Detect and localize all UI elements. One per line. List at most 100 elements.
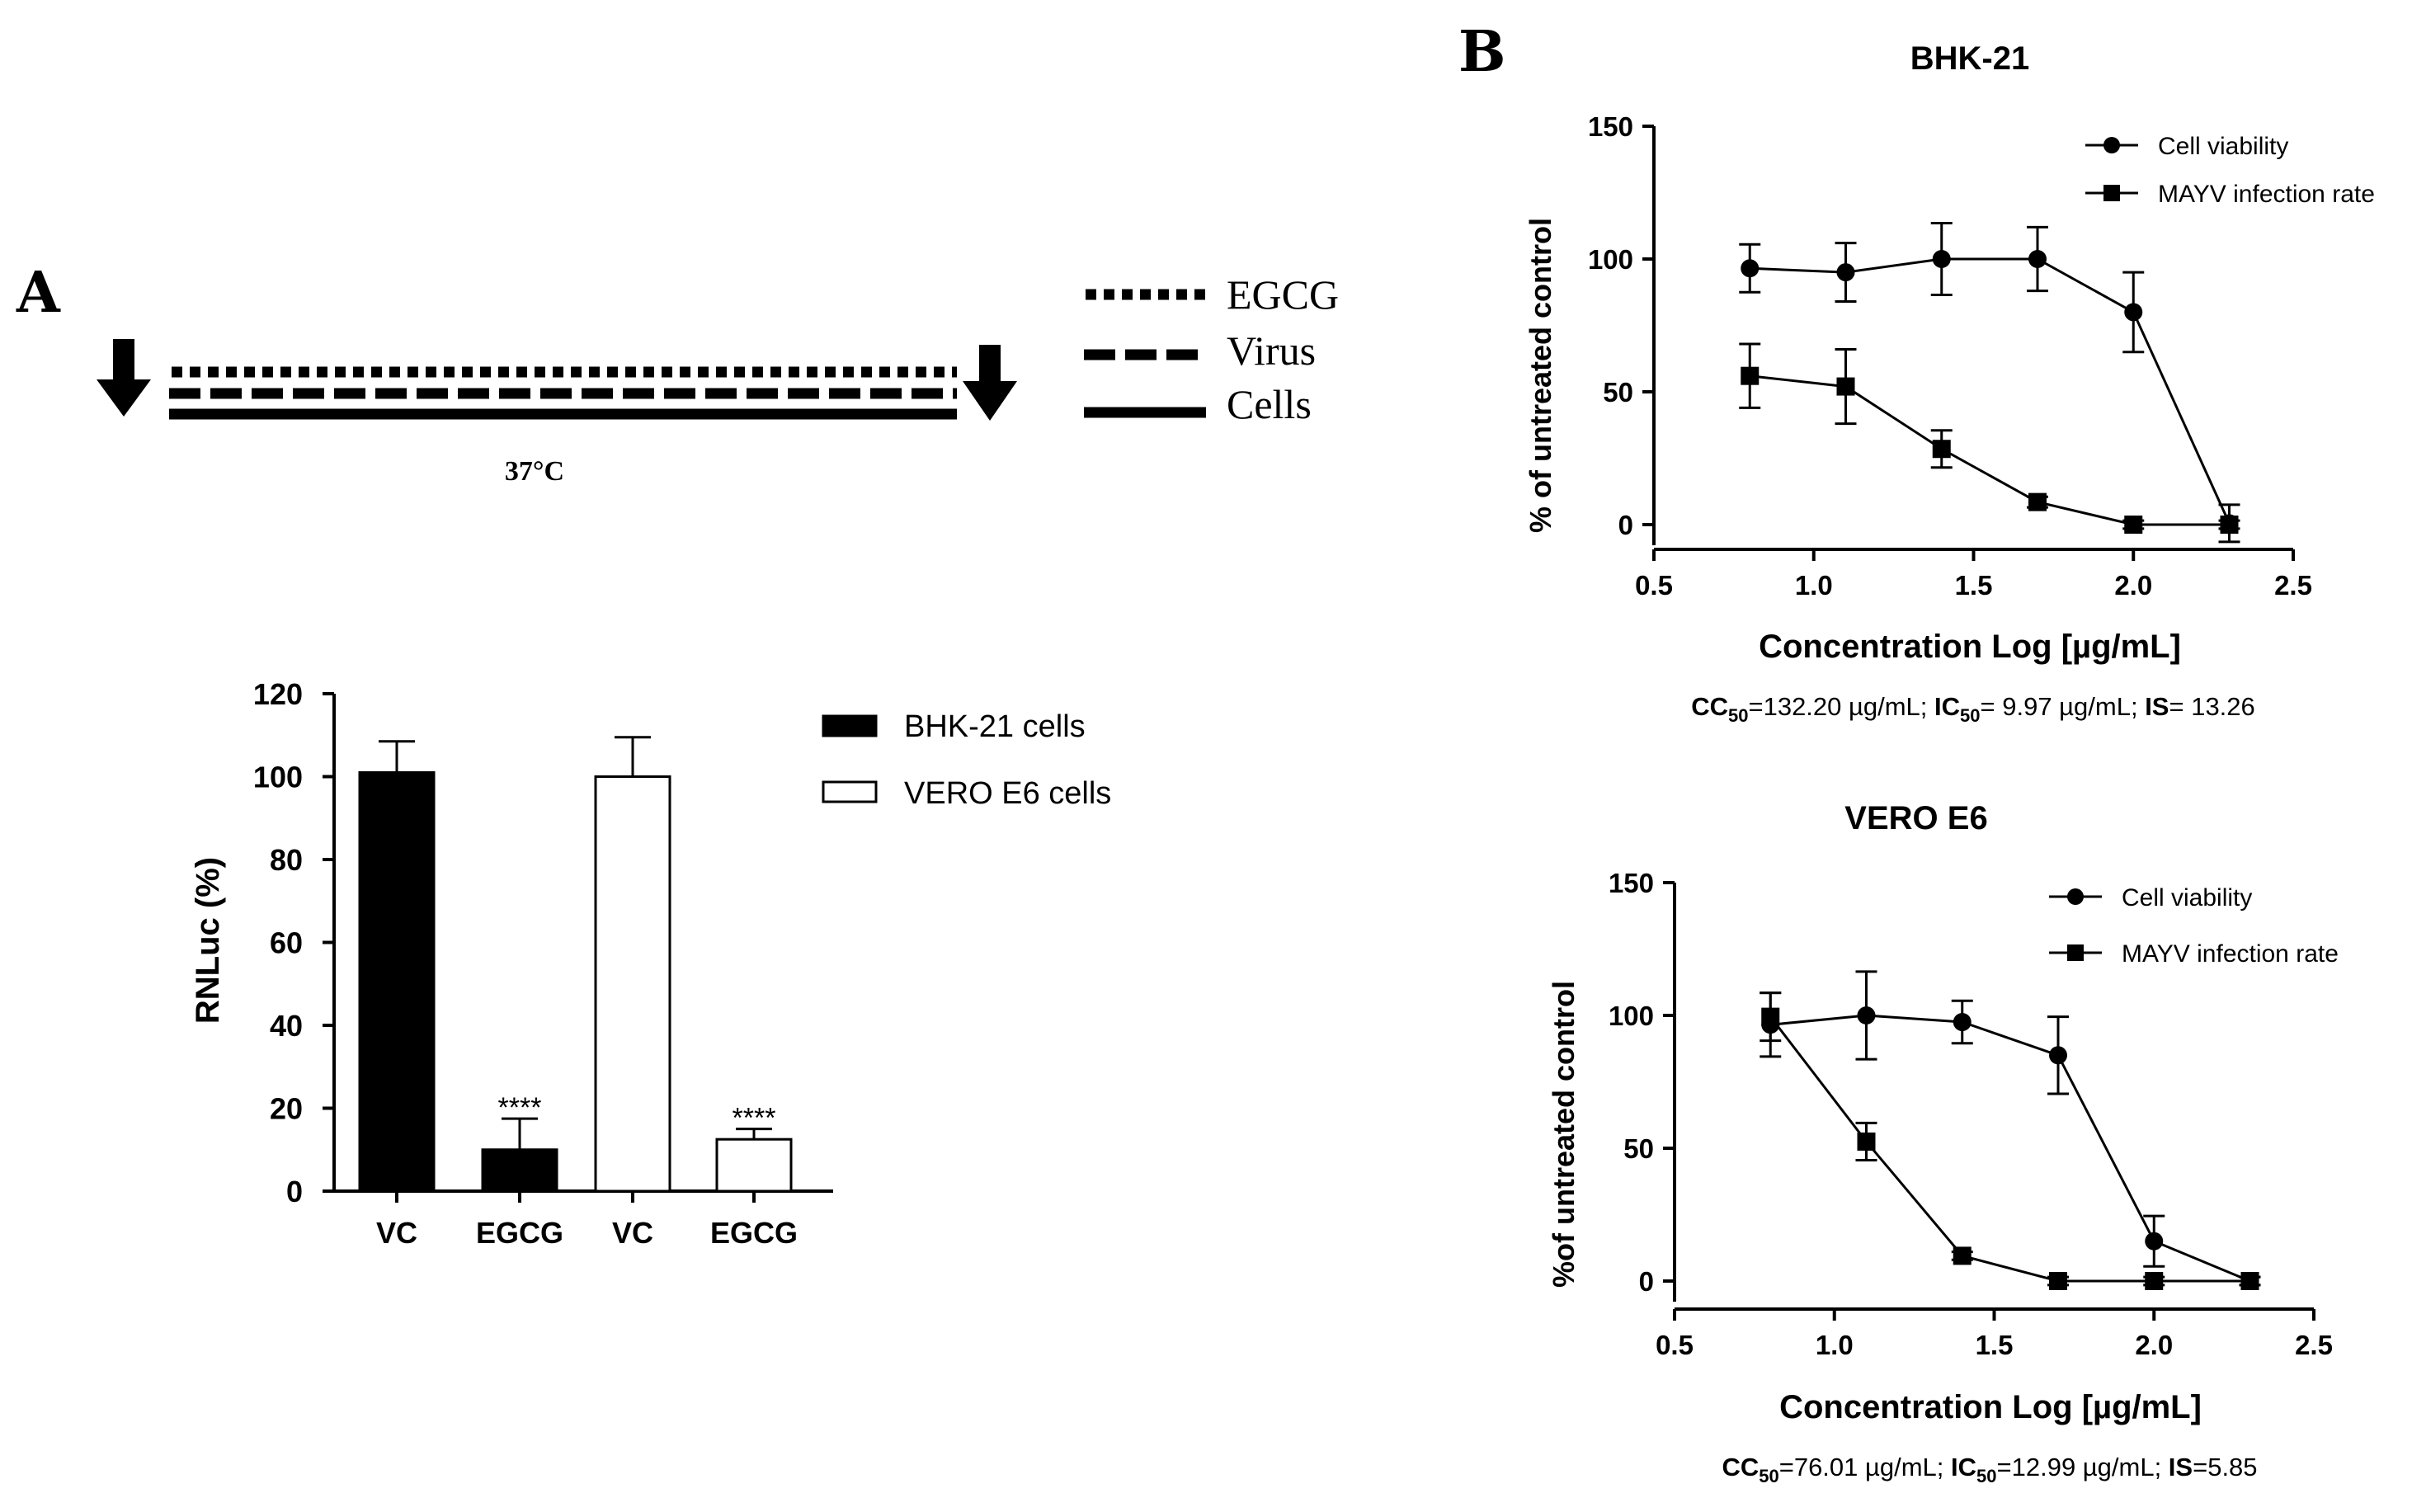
bhk21-infection-point (2028, 492, 2047, 511)
bhk21-cc-label: CC (1691, 692, 1728, 721)
legend-vero-swatch (822, 780, 878, 803)
bhk21-legend-square-marker (2103, 185, 2120, 201)
vero-viability-line (1770, 1014, 2251, 1283)
legend-cells-label: Cells (1227, 381, 1312, 427)
vero-line-chart: VERO E6 %of untreated control Concentrat… (1547, 800, 2339, 1486)
vero-x-tick-label: 1.0 (1816, 1330, 1854, 1360)
bhk21-ic-value: = 9.97 µg/mL; (1981, 692, 2146, 721)
vero-viability-point (2145, 1232, 2164, 1251)
bhk21-ic-sub: 50 (1960, 705, 1980, 726)
bhk21-viability-point (2124, 303, 2143, 322)
vero-infection-point (2240, 1272, 2259, 1290)
bhk21-ic-label: IC (1934, 692, 1960, 721)
vero-y-tick-label: 0 (1639, 1266, 1654, 1297)
bhk21-line-chart: BHK-21 % of untreated control Concentrat… (1524, 40, 2375, 726)
vero-chart-title: VERO E6 (1844, 800, 1987, 836)
bhk21-viability-line (1750, 257, 2231, 525)
vero-viability-point (2049, 1046, 2067, 1065)
bar-category-label: VC (612, 1216, 653, 1250)
bar-y-tick-label: 100 (253, 761, 303, 794)
bhk21-legend-infection-label: MAYV infection rate (2158, 181, 2375, 208)
bar-y-tick-label: 80 (270, 843, 303, 877)
bhk21-cc-value: =132.20 µg/mL; (1748, 692, 1934, 721)
bhk21-y-tick-label: 150 (1588, 111, 1633, 142)
bhk21-chart-title: BHK-21 (1910, 40, 2029, 77)
bhk21-infection-point (1836, 377, 1855, 396)
bar-legend: BHK-21 cells VERO E6 cells (822, 709, 1111, 811)
end-arrow-icon (963, 345, 1017, 421)
bar (481, 1148, 558, 1193)
vero-infection-point (1761, 1007, 1780, 1026)
vero-legend-viability-label: Cell viability (2122, 884, 2252, 911)
vero-cc-label: CC (1722, 1453, 1759, 1481)
vero-x-axis-title: Concentration Log [µg/mL] (1779, 1389, 2202, 1425)
vero-y-tick-label: 50 (1623, 1133, 1654, 1164)
vero-is-label: IS (2169, 1453, 2193, 1481)
bar-y-tick-label: 120 (253, 677, 303, 711)
vero-legend: Cell viability MAYV infection rate (2049, 884, 2339, 968)
bhk21-x-tick-label: 1.0 (1795, 570, 1833, 601)
bhk21-legend: Cell viability MAYV infection rate (2085, 133, 2375, 208)
bhk21-y-tick-label: 0 (1618, 510, 1633, 540)
significance-label: **** (498, 1092, 542, 1123)
vero-legend-circle-marker (2067, 888, 2084, 905)
vero-x-tick-label: 2.5 (2295, 1330, 2333, 1360)
vero-y-axis-title: %of untreated control (1547, 981, 1581, 1288)
bar-category-label: EGCG (476, 1216, 563, 1250)
legend-vero-label: VERO E6 cells (904, 776, 1111, 811)
legend-bhk21-label: BHK-21 cells (904, 709, 1086, 744)
bhk21-infection-point (2220, 516, 2239, 534)
bhk21-viability-point (2028, 250, 2047, 268)
vero-infection-point (2049, 1272, 2067, 1290)
bhk21-y-tick-label: 50 (1603, 377, 1633, 407)
panel-a-letter: A (16, 260, 61, 326)
bar (358, 770, 436, 1193)
bhk21-infection-point (1741, 366, 1760, 385)
bhk21-is-label: IS (2145, 692, 2169, 721)
bar (715, 1138, 793, 1193)
bhk21-x-axis-title: Concentration Log [µg/mL] (1759, 629, 2181, 665)
temperature-label: 37°C (505, 456, 564, 487)
bhk21-legend-circle-marker (2103, 137, 2120, 153)
bar (594, 775, 671, 1193)
bhk21-viability-point (1836, 263, 1855, 282)
vero-legend-square-marker (2067, 944, 2084, 961)
vero-x-tick-label: 1.5 (1976, 1330, 2014, 1360)
bhk21-infection-point (2124, 516, 2143, 534)
vero-infection-point (1953, 1246, 1972, 1265)
vero-legend-infection-label: MAYV infection rate (2122, 940, 2339, 968)
bar-y-tick-label: 20 (270, 1092, 303, 1126)
bar-y-axis-title: RNLuc (%) (190, 857, 226, 1024)
bhk21-cc-sub: 50 (1728, 705, 1748, 726)
bhk21-stats: CC50=132.20 µg/mL; IC50= 9.97 µg/mL; IS=… (1691, 692, 2255, 726)
vero-is-value: =5.85 (2193, 1453, 2257, 1481)
vero-infection-point (2145, 1272, 2164, 1290)
vero-x-tick-label: 2.0 (2135, 1330, 2173, 1360)
bar-chart: RNLuc (%) 0 20 40 60 80 100 120 VC EGCG **** VC EGC… (190, 677, 1111, 1250)
bar-y-tick-label: 40 (270, 1009, 303, 1043)
bar-y-tick-label: 0 (286, 1175, 303, 1208)
vero-x-tick-label: 0.5 (1656, 1330, 1694, 1360)
schematic: 37°C EGCG Virus Cells (97, 271, 1339, 487)
vero-y-tick-label: 150 (1609, 868, 1654, 898)
vero-infection-point (1857, 1132, 1876, 1151)
bhk21-infection-point (1932, 440, 1951, 459)
bhk21-legend-viability-label: Cell viability (2158, 133, 2288, 160)
bhk21-is-value: = 13.26 (2169, 692, 2254, 721)
bhk21-y-tick-label: 100 (1588, 244, 1633, 275)
vero-ic-value: =12.99 µg/mL; (1997, 1453, 2169, 1481)
bhk21-x-tick-label: 2.5 (2274, 570, 2312, 601)
vero-ic-sub: 50 (1976, 1466, 1996, 1486)
vero-cc-sub: 50 (1759, 1466, 1778, 1486)
vero-stats: CC50=76.01 µg/mL; IC50=12.99 µg/mL; IS=5… (1722, 1453, 2257, 1486)
bhk21-x-tick-label: 0.5 (1635, 570, 1673, 601)
legend-egcg-label: EGCG (1227, 271, 1339, 318)
vero-cc-value: =76.01 µg/mL; (1779, 1453, 1951, 1481)
bar-category-label: VC (376, 1216, 417, 1250)
vero-viability-point (1953, 1013, 1972, 1032)
start-arrow-icon (97, 339, 151, 417)
bhk21-viability-point (1932, 250, 1951, 268)
bhk21-x-tick-label: 1.5 (1955, 570, 1993, 601)
bar-y-tick-label: 60 (270, 926, 303, 960)
